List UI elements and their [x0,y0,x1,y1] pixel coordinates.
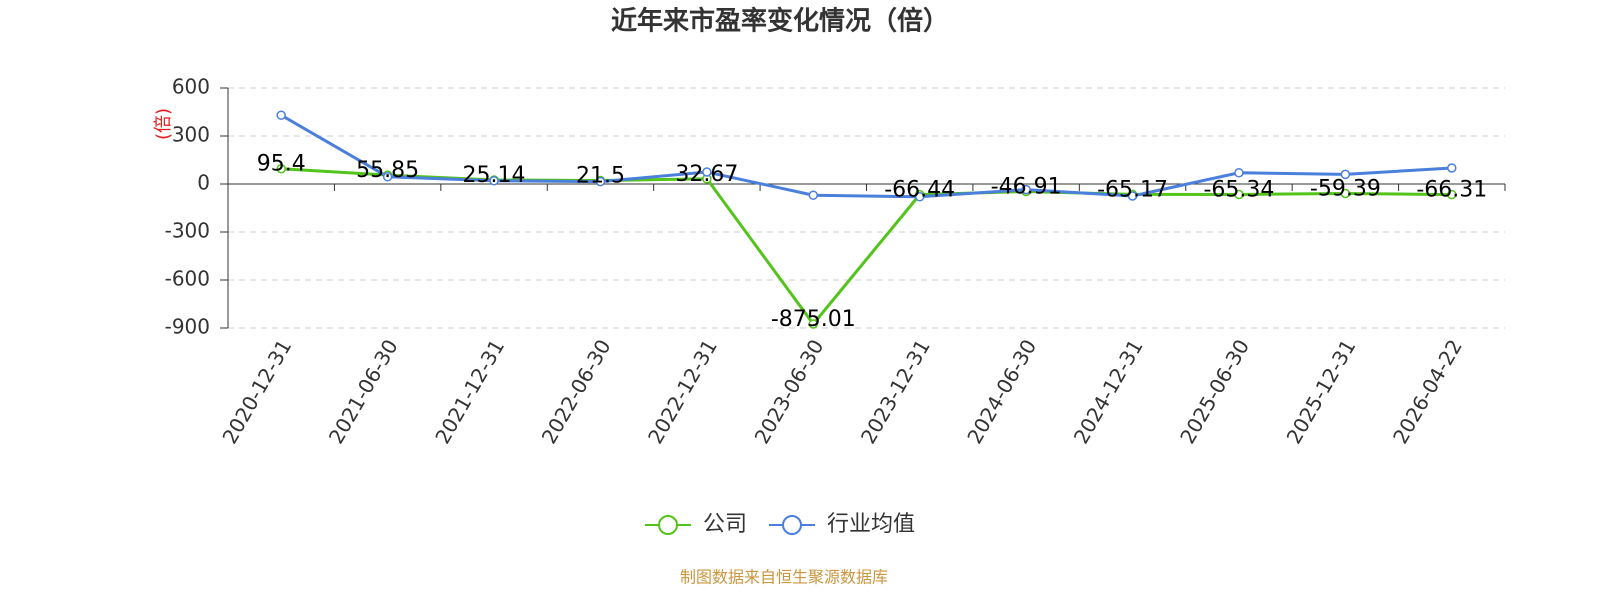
x-tick-label: 2023-06-30 [749,335,828,448]
y-tick-label: 300 [172,123,210,147]
data-point [1340,188,1351,199]
data-point [1234,168,1244,178]
y-tick-label: -300 [165,219,210,243]
x-tick-label: 2022-06-30 [537,335,616,448]
data-label: -875.01 [771,307,856,332]
data-label: -65.17 [1097,177,1168,202]
data-label: -59.39 [1310,177,1381,202]
x-tick-label: 2021-12-31 [430,335,509,448]
data-point [808,190,819,200]
data-point [1127,191,1138,201]
data-label: -65.34 [1203,177,1274,202]
data-label: -46.91 [991,175,1062,200]
legend-label: 公司 [703,512,747,537]
data-label: 21.5 [576,164,625,189]
data-point [276,163,286,174]
chart-title: 近年来市盈率变化情况（倍） [611,6,949,37]
source-note: 制图数据来自恒生聚源数据库 [680,568,888,587]
data-label: -66.31 [1416,178,1487,203]
legend-marker [658,515,678,535]
data-point [1447,189,1457,200]
x-tick-label: 2021-06-30 [324,335,403,448]
x-tick-label: 2020-12-31 [217,335,296,448]
series-line [281,167,1452,327]
x-tick-label: 2025-12-31 [1282,335,1361,448]
legend-label: 行业均值 [827,512,915,537]
data-point [382,172,393,182]
x-tick-label: 2024-06-30 [962,335,1041,448]
x-tick-label: 2026-04-22 [1388,335,1467,448]
x-tick-label: 2022-12-31 [643,335,722,448]
x-tick-label: 2024-12-31 [1069,335,1148,448]
data-label: 95.4 [257,152,306,177]
data-point [702,167,712,177]
data-point [1447,163,1457,173]
data-point [914,192,925,202]
data-point [1021,184,1031,195]
data-point [489,176,499,186]
data-point [1234,189,1244,200]
data-point [1340,169,1351,180]
y-tick-label: 0 [197,171,210,195]
y-tick-label: -600 [165,267,210,291]
data-label: 25.14 [463,163,526,188]
series-line [280,113,1452,199]
data-label: -66.44 [884,178,955,203]
y-axis-label: (倍) [153,108,174,140]
legend-marker [782,515,803,535]
x-tick-label: 2023-12-31 [856,335,935,448]
data-label: 32.67 [675,162,738,187]
data-label: 55.85 [356,158,419,183]
x-tick-label: 2025-06-30 [1175,335,1254,448]
data-point [595,176,606,187]
y-tick-label: -900 [165,315,210,339]
y-tick-label: 600 [172,75,210,99]
data-point [808,319,819,329]
data-point [276,110,286,120]
